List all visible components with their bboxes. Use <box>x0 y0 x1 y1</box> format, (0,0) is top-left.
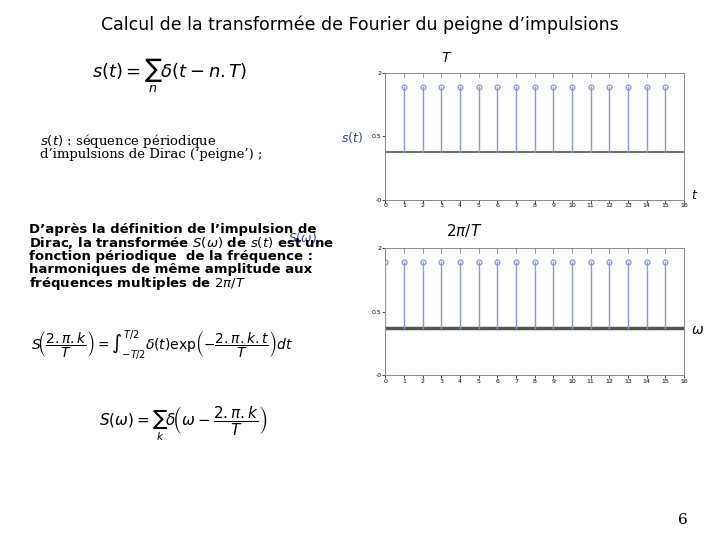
Text: $T$: $T$ <box>441 51 452 65</box>
Text: fonction périodique  de la fréquence :: fonction périodique de la fréquence : <box>29 250 312 263</box>
Text: 6: 6 <box>678 512 688 526</box>
Text: $S(\omega)$: $S(\omega)$ <box>288 230 317 245</box>
Text: Dirac, la transformée $S(\omega)$ de $s(t)$ est une: Dirac, la transformée $S(\omega)$ de $s(… <box>29 235 334 251</box>
Text: fréquences multiples de $2\pi/T$: fréquences multiples de $2\pi/T$ <box>29 275 246 292</box>
Text: harmoniques de même amplitude aux: harmoniques de même amplitude aux <box>29 264 312 276</box>
Text: $s(t)$ : séquence périodique: $s(t)$ : séquence périodique <box>40 132 216 151</box>
Text: $S(\omega) = \sum_{k} \delta\!\left(\omega - \dfrac{2.\pi.k}{T}\right)$: $S(\omega) = \sum_{k} \delta\!\left(\ome… <box>99 405 268 443</box>
Text: d’impulsions de Dirac (‘peigne’) ;: d’impulsions de Dirac (‘peigne’) ; <box>40 148 262 161</box>
Text: $s(t) = \sum_{n} \delta(t - n.T)$: $s(t) = \sum_{n} \delta(t - n.T)$ <box>91 56 247 95</box>
Text: Calcul de la transformée de Fourier du peigne d’impulsions: Calcul de la transformée de Fourier du p… <box>101 15 619 33</box>
Text: $t$: $t$ <box>691 189 698 202</box>
Text: $s(t)$: $s(t)$ <box>341 130 364 145</box>
Text: D’après la définition de l’impulsion de: D’après la définition de l’impulsion de <box>29 223 316 236</box>
Text: $2\pi/T$: $2\pi/T$ <box>446 222 482 239</box>
Text: $S\!\left(\dfrac{2.\pi.k}{T}\right) = \int_{-T/2}^{T/2} \delta(t)\exp\!\left(-\d: $S\!\left(\dfrac{2.\pi.k}{T}\right) = \i… <box>31 329 293 362</box>
Text: $\omega$: $\omega$ <box>691 323 704 338</box>
